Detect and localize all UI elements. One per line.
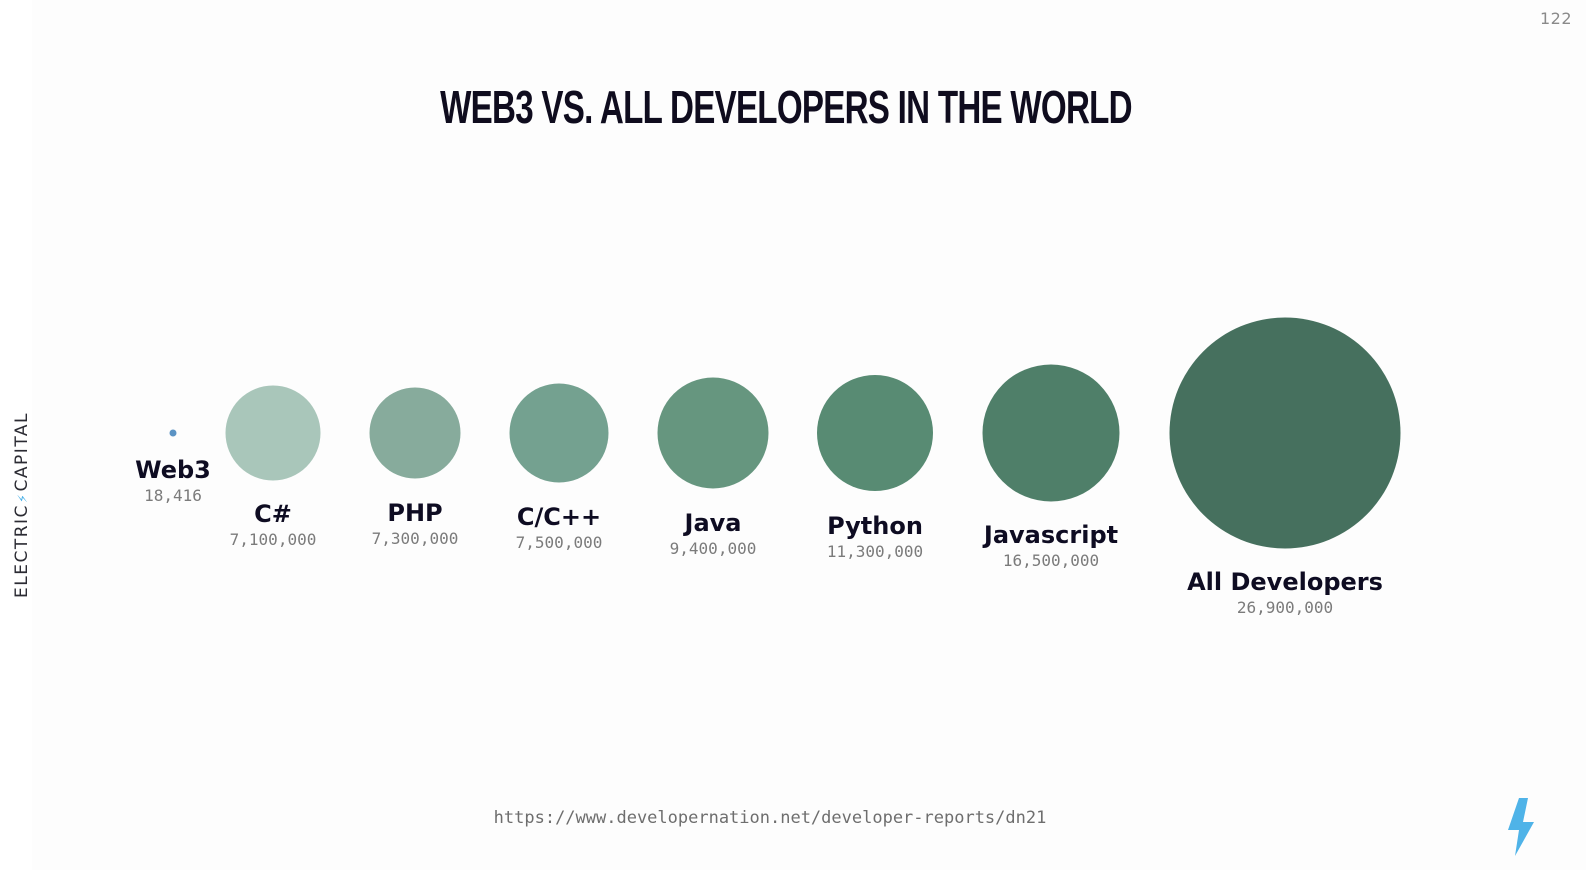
category-value: 26,900,000 [1236,598,1334,617]
brand-logo: ELECTRIC⚡CAPITAL [12,412,32,598]
chart-title: WEB3 VS. ALL DEVELOPERS IN THE WORLD [440,81,1132,133]
bubble-label: C# 7,100,000 [230,499,317,551]
bubble-label: Web3 18,416 [135,455,211,507]
bubble-label: PHP 7,300,000 [372,498,459,550]
source-url[interactable]: https://www.developernation.net/develope… [493,808,1047,828]
bubble-label: Python 11,300,000 [827,511,923,563]
page-number: 122 [1539,9,1572,28]
category-value: 7,500,000 [515,533,603,552]
category-name: Python [827,512,923,540]
bubble-all-developers [1169,317,1401,549]
brand-left: ELECTRIC [12,504,32,598]
bubble-label: Javascript 16,500,000 [984,520,1118,572]
bubble-label: C/C++ 7,500,000 [516,502,603,554]
category-value: 18,416 [144,486,202,505]
category-value: 7,300,000 [371,529,459,548]
bubble-c- [225,385,321,481]
category-name: Java [684,509,742,537]
lightning-bolt-icon [1508,798,1534,856]
bubble-php [369,387,461,479]
category-name: Javascript [983,521,1119,549]
category-name: C/C++ [516,503,602,531]
category-value: 11,300,000 [826,542,924,561]
brand-right: CAPITAL [12,412,32,492]
bubble-java [657,377,769,489]
bubble-web3 [169,429,177,437]
bubble-label: Java 9,400,000 [670,508,757,560]
category-value: 7,100,000 [229,530,317,549]
bolt-icon: ⚡ [16,492,31,504]
bubble-label: All Developers 26,900,000 [1187,567,1383,619]
category-name: All Developers [1187,568,1383,596]
category-value: 9,400,000 [669,539,757,558]
category-name: PHP [387,499,443,527]
bubble-c-c- [509,383,609,483]
category-name: Web3 [135,456,211,484]
category-value: 16,500,000 [1002,551,1100,570]
bubble-javascript [982,364,1120,502]
category-name: C# [254,500,292,528]
bubble-python [817,375,933,491]
